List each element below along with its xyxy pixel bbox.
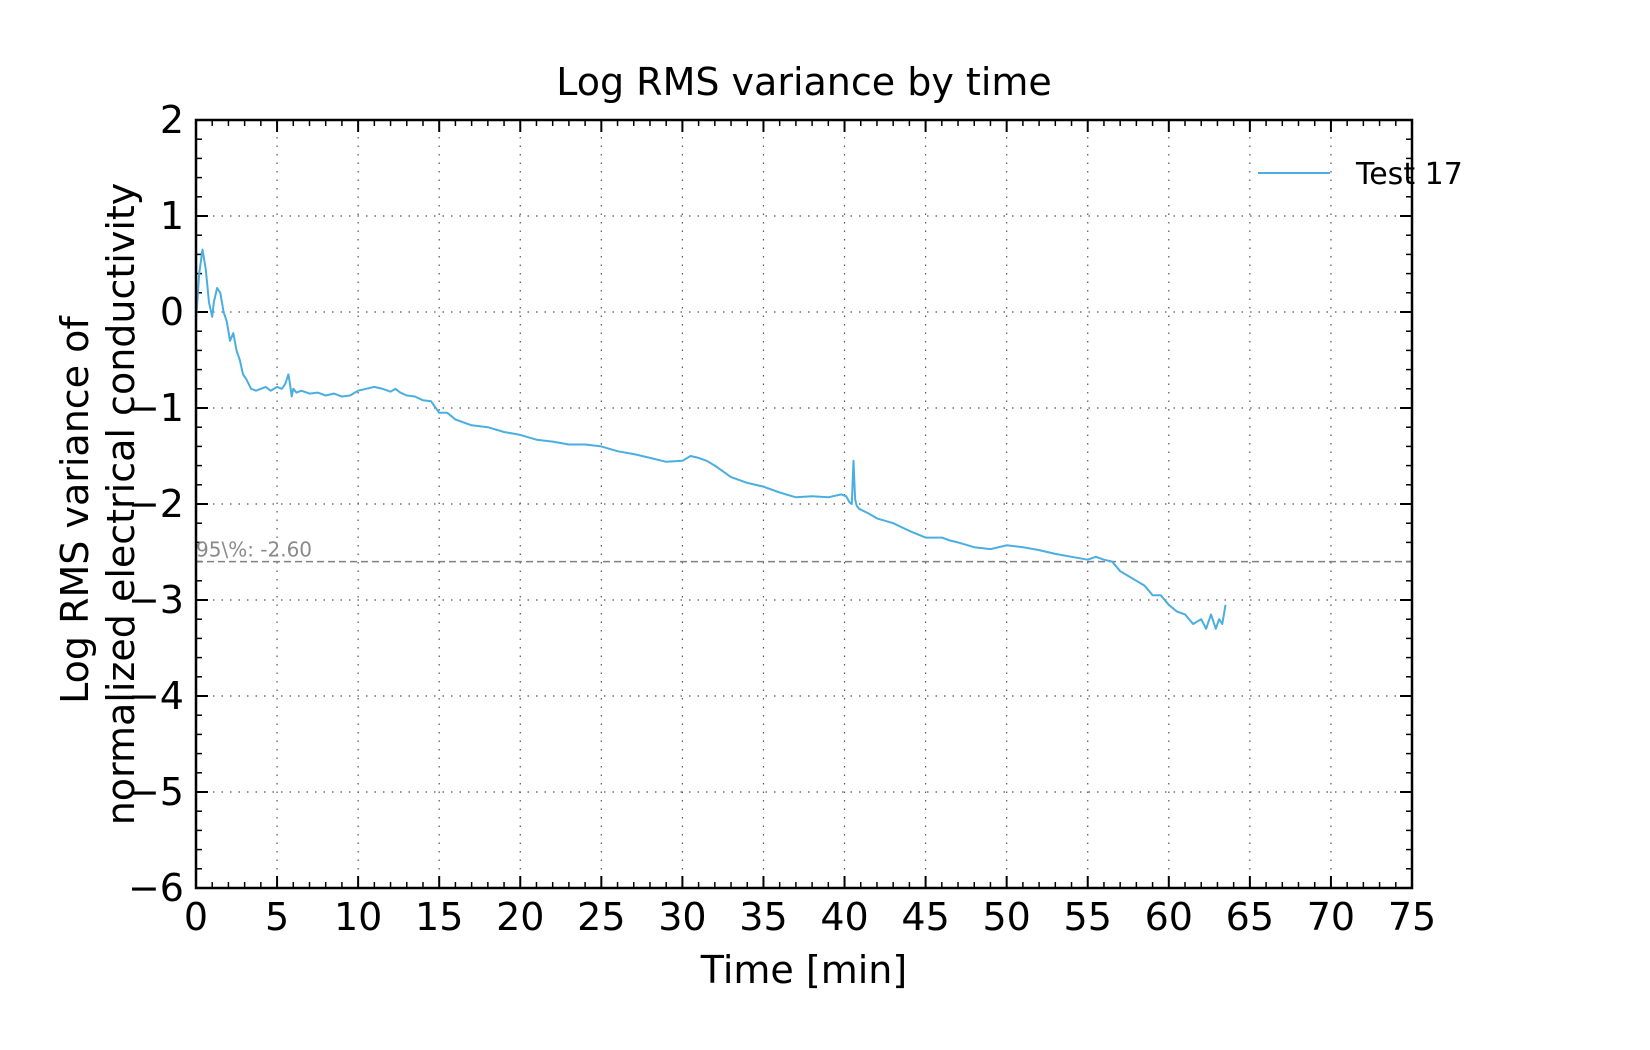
minor-ticks bbox=[196, 120, 1412, 888]
y-tick-label: 2 bbox=[160, 98, 184, 142]
y-tick-label: −2 bbox=[128, 482, 184, 526]
x-tick-label: 25 bbox=[577, 895, 625, 939]
series-layer bbox=[195, 248, 1227, 630]
legend-label: Test 17 bbox=[1355, 157, 1463, 192]
y-axis-label: Log RMS variance of normalized electrica… bbox=[53, 183, 143, 826]
x-tick-label: 15 bbox=[415, 895, 463, 939]
y-tick-label: −6 bbox=[128, 866, 184, 910]
x-tick-label: 50 bbox=[982, 895, 1030, 939]
y-axis-label-line-1: Log RMS variance of bbox=[53, 315, 97, 704]
y-axis-label-line-2: normalized electrical conductivity bbox=[99, 183, 143, 826]
x-tick-label: 40 bbox=[820, 895, 868, 939]
plot-frame bbox=[194, 118, 1414, 890]
y-tick-label: −1 bbox=[128, 386, 184, 430]
y-tick-label: 0 bbox=[160, 290, 184, 334]
x-tick-label: 45 bbox=[901, 895, 949, 939]
y-tick-label: −4 bbox=[128, 674, 184, 718]
legend: Test 17 bbox=[1258, 157, 1463, 192]
x-tick-label: 20 bbox=[496, 895, 544, 939]
x-tick-label: 35 bbox=[739, 895, 787, 939]
x-tick-label: 60 bbox=[1145, 895, 1193, 939]
x-tick-label: 70 bbox=[1307, 895, 1355, 939]
threshold: 95\%: -2.60 bbox=[196, 538, 1412, 563]
y-tick-label: 1 bbox=[160, 194, 184, 238]
chart-title: Log RMS variance by time bbox=[556, 60, 1052, 104]
x-tick-labels: 0 5 10 15 20 25 30 35 40 45 50 55 60 65 70 75 bbox=[184, 895, 1436, 939]
y-tick-labels: −6 −5 −4 −3 −2 −1 0 1 2 bbox=[128, 98, 184, 910]
grid bbox=[196, 120, 1412, 888]
x-tick-label: 5 bbox=[265, 895, 289, 939]
major-ticks bbox=[195, 119, 1413, 889]
threshold-label: 95\%: -2.60 bbox=[196, 538, 312, 562]
x-tick-label: 55 bbox=[1064, 895, 1112, 939]
x-tick-label: 0 bbox=[184, 895, 208, 939]
x-tick-label: 30 bbox=[658, 895, 706, 939]
x-axis-label: Time [min] bbox=[700, 948, 907, 992]
x-tick-label: 10 bbox=[334, 895, 382, 939]
y-tick-label: −5 bbox=[128, 770, 184, 814]
series-line bbox=[195, 248, 1227, 630]
y-tick-label: −3 bbox=[128, 578, 184, 622]
x-tick-label: 65 bbox=[1226, 895, 1274, 939]
x-tick-label: 75 bbox=[1388, 895, 1436, 939]
